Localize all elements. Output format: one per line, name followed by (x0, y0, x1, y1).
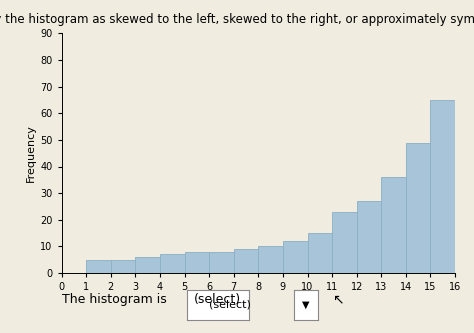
Text: The histogram is: The histogram is (62, 293, 166, 306)
Bar (283, 241, 308, 273)
Y-axis label: Frequency: Frequency (26, 124, 36, 182)
Bar (258, 246, 283, 273)
Text: (select): (select) (209, 300, 251, 310)
Text: (select): (select) (194, 293, 241, 306)
Bar (111, 260, 136, 273)
Bar (356, 201, 381, 273)
Bar (308, 233, 332, 273)
Bar (160, 254, 184, 273)
Bar (184, 252, 209, 273)
Bar (136, 257, 160, 273)
Bar (430, 100, 455, 273)
Bar (406, 143, 430, 273)
Bar (234, 249, 258, 273)
Bar (86, 260, 111, 273)
Bar (209, 252, 234, 273)
Bar (381, 177, 406, 273)
Text: ▼: ▼ (302, 300, 310, 310)
Bar (332, 212, 356, 273)
Text: ↖: ↖ (332, 293, 344, 307)
Text: Classify the histogram as skewed to the left, skewed to the right, or approximat: Classify the histogram as skewed to the … (0, 13, 474, 26)
